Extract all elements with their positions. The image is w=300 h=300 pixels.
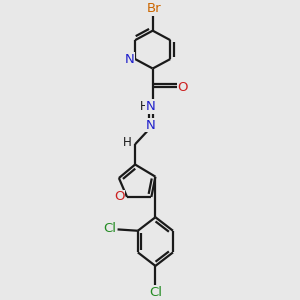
Text: N: N [124, 52, 134, 66]
Text: H: H [140, 100, 149, 113]
Text: N: N [146, 100, 156, 113]
Text: Cl: Cl [103, 222, 116, 235]
Text: O: O [178, 81, 188, 94]
Text: H: H [123, 136, 132, 148]
Text: N: N [146, 119, 156, 132]
Text: Br: Br [147, 2, 161, 15]
Text: Cl: Cl [149, 286, 162, 299]
Text: O: O [114, 190, 125, 203]
